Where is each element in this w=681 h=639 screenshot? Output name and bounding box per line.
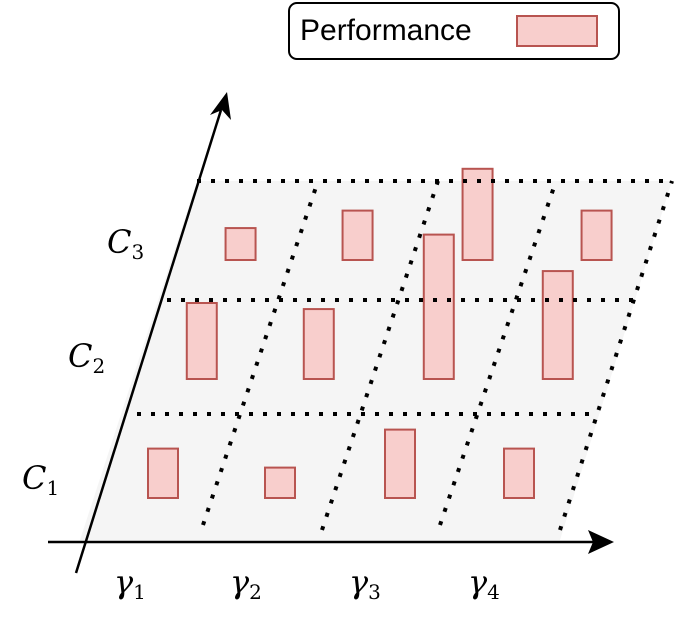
bar-gamma2-c3 — [341, 209, 374, 262]
y-axis-line — [74, 109, 223, 574]
dotted-grid — [137, 179, 674, 531]
legend-swatch — [516, 15, 598, 47]
y-label-c3: C3 — [107, 223, 145, 264]
bar-gamma1-c1 — [147, 447, 179, 500]
bar-gamma3-c3 — [461, 167, 494, 261]
bar-gamma4-c1 — [503, 447, 535, 500]
x-axis-arrowhead — [588, 530, 614, 554]
bar-gamma3-c2 — [422, 233, 455, 380]
x-label-gamma2: γ2 — [230, 563, 262, 604]
grid-col-line-2 — [320, 180, 440, 531]
y-label-c1: C1 — [22, 459, 60, 500]
bar-gamma1-c3 — [224, 227, 257, 262]
bar-gamma2-c2 — [302, 308, 335, 380]
x-label-gamma4: γ4 — [468, 563, 500, 604]
bar-gamma2-c1 — [264, 466, 296, 500]
legend-label: Performance — [300, 14, 472, 47]
bar-gamma4-c2 — [541, 270, 574, 380]
x-label-gamma3: γ3 — [349, 563, 381, 604]
legend: Performance — [288, 2, 620, 60]
grid-col-line-4 — [558, 180, 674, 531]
bar-gamma3-c1 — [384, 428, 416, 500]
y-axis-arrowhead — [210, 92, 231, 120]
axes — [48, 92, 614, 574]
bar-gamma1-c2 — [185, 302, 218, 380]
bars-group — [147, 167, 613, 500]
bar-gamma4-c3 — [580, 209, 613, 262]
y-label-c2: C2 — [68, 337, 106, 378]
x-label-gamma1: γ1 — [114, 563, 146, 604]
